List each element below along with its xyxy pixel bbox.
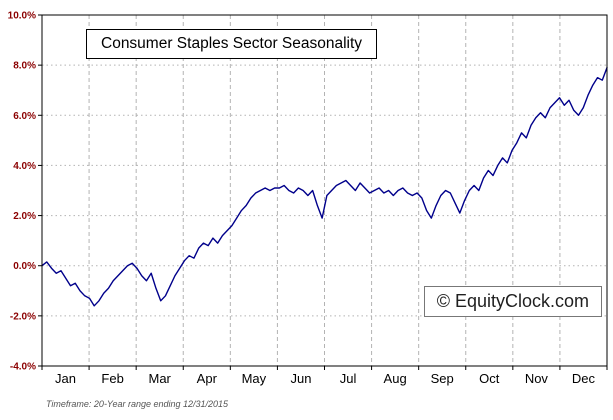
svg-text:0.0%: 0.0% <box>13 261 36 272</box>
svg-text:Sep: Sep <box>431 371 454 386</box>
svg-text:Jul: Jul <box>340 371 357 386</box>
svg-text:Aug: Aug <box>384 371 407 386</box>
equityclock-watermark: © EquityClock.com <box>423 286 602 317</box>
svg-text:4.0%: 4.0% <box>13 161 36 172</box>
svg-text:Mar: Mar <box>149 371 172 386</box>
svg-text:May: May <box>242 371 267 386</box>
timeframe-note: Timeframe: 20-Year range ending 12/31/20… <box>46 399 229 409</box>
svg-text:Oct: Oct <box>479 371 500 386</box>
svg-text:Jan: Jan <box>55 371 76 386</box>
svg-text:-2.0%: -2.0% <box>10 311 36 322</box>
svg-text:8.0%: 8.0% <box>13 61 36 72</box>
svg-text:2.0%: 2.0% <box>13 211 36 222</box>
svg-text:Apr: Apr <box>197 371 218 386</box>
chart-title: Consumer Staples Sector Seasonality <box>86 29 378 59</box>
svg-text:Dec: Dec <box>572 371 596 386</box>
svg-text:6.0%: 6.0% <box>13 111 36 122</box>
svg-text:Jun: Jun <box>290 371 311 386</box>
svg-text:Nov: Nov <box>525 371 549 386</box>
svg-text:10.0%: 10.0% <box>8 11 36 22</box>
svg-text:-4.0%: -4.0% <box>10 362 36 373</box>
svg-text:Feb: Feb <box>101 371 123 386</box>
